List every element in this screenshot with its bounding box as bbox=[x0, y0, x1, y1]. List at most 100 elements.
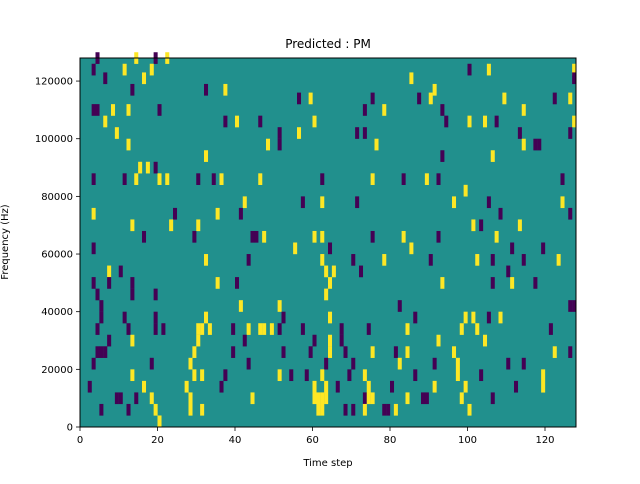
heatmap-cell-low bbox=[498, 207, 503, 220]
heatmap-cell-low bbox=[192, 230, 197, 243]
heatmap-cell-high bbox=[502, 92, 507, 105]
heatmap-cell-low bbox=[517, 127, 522, 139]
heatmap-cell-high bbox=[382, 254, 387, 266]
heatmap-cell-low bbox=[277, 323, 282, 335]
heatmap-cell-low bbox=[281, 346, 286, 358]
heatmap-cell-low bbox=[87, 380, 92, 393]
heatmap-cell-low bbox=[99, 346, 104, 358]
heatmap-cell-high bbox=[432, 83, 437, 96]
y-tick-label: 80000 bbox=[41, 192, 73, 203]
heatmap-cell-low bbox=[130, 83, 135, 96]
heatmap-cell-low bbox=[343, 403, 348, 416]
heatmap-cell-high bbox=[145, 161, 150, 174]
heatmap-cell-high bbox=[246, 323, 251, 335]
heatmap-cell-high bbox=[463, 311, 468, 324]
heatmap-cell-high bbox=[366, 380, 371, 393]
heatmap-cell-high bbox=[188, 357, 193, 370]
heatmap-cell-low bbox=[149, 357, 154, 370]
heatmap-cell-low bbox=[510, 242, 515, 255]
heatmap-cell-high bbox=[169, 219, 174, 232]
heatmap-cell-high bbox=[91, 207, 96, 220]
heatmap-cell-low bbox=[444, 115, 449, 128]
heatmap-cell-high bbox=[320, 392, 325, 405]
heatmap-cell-high bbox=[235, 115, 240, 128]
heatmap-cell-low bbox=[238, 207, 243, 220]
heatmap-cell-high bbox=[138, 161, 143, 174]
heatmap-cell-low bbox=[572, 300, 577, 312]
heatmap-cell-low bbox=[289, 369, 294, 382]
heatmap-cell-low bbox=[479, 219, 484, 232]
heatmap-cell-low bbox=[91, 277, 96, 289]
heatmap-cell-low bbox=[99, 403, 104, 416]
heatmap-cell-high bbox=[149, 63, 154, 76]
heatmap-cell-low bbox=[355, 127, 360, 139]
y-tick-label: 20000 bbox=[41, 365, 73, 376]
heatmap-cell-high bbox=[440, 277, 445, 289]
heatmap-cell-high bbox=[328, 311, 333, 324]
heatmap-cell-low bbox=[130, 288, 135, 301]
heatmap-cell-low bbox=[99, 311, 104, 324]
heatmap-cell-high bbox=[200, 323, 205, 335]
heatmap-cell-low bbox=[328, 242, 333, 255]
heatmap-cell-low bbox=[393, 346, 398, 358]
heatmap-cell-high bbox=[362, 403, 367, 416]
heatmap-cell-low bbox=[421, 392, 426, 405]
heatmap-cell-high bbox=[463, 184, 468, 197]
heatmap-cell-high bbox=[204, 150, 209, 162]
heatmap-cell-high bbox=[153, 403, 158, 416]
heatmap-cell-low bbox=[436, 230, 441, 243]
heatmap-cell-high bbox=[467, 115, 472, 128]
heatmap-cell-high bbox=[521, 138, 526, 151]
heatmap-cell-high bbox=[382, 104, 387, 116]
heatmap-cell-high bbox=[401, 230, 406, 243]
heatmap-cell-low bbox=[122, 311, 127, 324]
heatmap-cell-low bbox=[541, 242, 546, 255]
heatmap-cell-high bbox=[459, 323, 464, 335]
heatmap-cell-low bbox=[91, 104, 96, 116]
heatmap-cell-high bbox=[552, 346, 557, 358]
heatmap-cell-low bbox=[486, 196, 491, 209]
heatmap-cell-high bbox=[483, 115, 488, 128]
heatmap-cell-low bbox=[246, 254, 251, 266]
heatmap-cell-high bbox=[409, 72, 414, 85]
heatmap-cell-high bbox=[490, 150, 495, 162]
heatmap-cell-high bbox=[157, 173, 162, 185]
heatmap-cell-high bbox=[111, 104, 116, 116]
heatmap-cell-low bbox=[126, 323, 131, 335]
heatmap-cell-low bbox=[417, 92, 422, 105]
heatmap-cell-low bbox=[204, 83, 209, 96]
heatmap-cell-low bbox=[114, 392, 119, 405]
heatmap-cell-low bbox=[223, 369, 228, 382]
heatmap-cell-low bbox=[436, 173, 441, 185]
heatmap-cell-high bbox=[541, 369, 546, 382]
heatmap-cell-high bbox=[196, 219, 201, 232]
heatmap-cell-high bbox=[103, 115, 108, 128]
heatmap-cell-low bbox=[258, 115, 263, 128]
heatmap-cell-high bbox=[250, 392, 255, 405]
heatmap-cell-high bbox=[200, 369, 205, 382]
heatmap-cell-low bbox=[351, 403, 356, 416]
heatmap-cell-low bbox=[91, 242, 96, 255]
heatmap-cell-high bbox=[157, 415, 162, 428]
heatmap-cell-low bbox=[153, 161, 158, 174]
heatmap-cell-low bbox=[386, 403, 391, 416]
heatmap-cell-high bbox=[328, 277, 333, 289]
heatmap-cell-high bbox=[312, 115, 317, 128]
heatmap-cell-low bbox=[91, 173, 96, 185]
x-tick-label: 20 bbox=[151, 435, 164, 446]
heatmap-cell-low bbox=[250, 230, 255, 243]
heatmap-cell-low bbox=[91, 63, 96, 76]
heatmap-cell-low bbox=[130, 277, 135, 289]
heatmap-cell-high bbox=[258, 173, 263, 185]
heatmap-cell-low bbox=[153, 311, 158, 324]
heatmap-cell-high bbox=[393, 403, 398, 416]
heatmap-cell-low bbox=[142, 230, 147, 243]
heatmap-cell-low bbox=[153, 288, 158, 301]
heatmap-cell-high bbox=[572, 115, 577, 128]
x-axis-label: Time step bbox=[302, 458, 352, 469]
heatmap-cell-low bbox=[231, 346, 236, 358]
heatmap-cell-low bbox=[312, 334, 317, 347]
heatmap-cell-low bbox=[246, 357, 251, 370]
heatmap-cell-low bbox=[440, 150, 445, 162]
heatmap-cell-high bbox=[142, 72, 147, 85]
